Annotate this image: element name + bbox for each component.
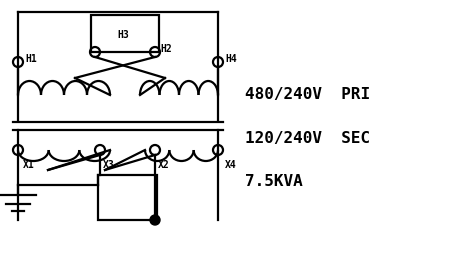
Bar xyxy=(91,15,159,52)
Text: H1: H1 xyxy=(25,54,37,64)
Text: 7.5KVA: 7.5KVA xyxy=(245,173,303,189)
Text: H3: H3 xyxy=(117,31,129,40)
Text: H4: H4 xyxy=(225,54,237,64)
Text: 120/240V  SEC: 120/240V SEC xyxy=(245,131,370,146)
Text: X2: X2 xyxy=(158,160,170,170)
Circle shape xyxy=(150,215,160,225)
Text: X3: X3 xyxy=(103,160,115,170)
Text: 480/240V  PRI: 480/240V PRI xyxy=(245,88,370,102)
Text: H2: H2 xyxy=(160,44,172,54)
Text: X4: X4 xyxy=(225,160,237,170)
Text: X1: X1 xyxy=(23,160,35,170)
Bar xyxy=(98,175,157,220)
